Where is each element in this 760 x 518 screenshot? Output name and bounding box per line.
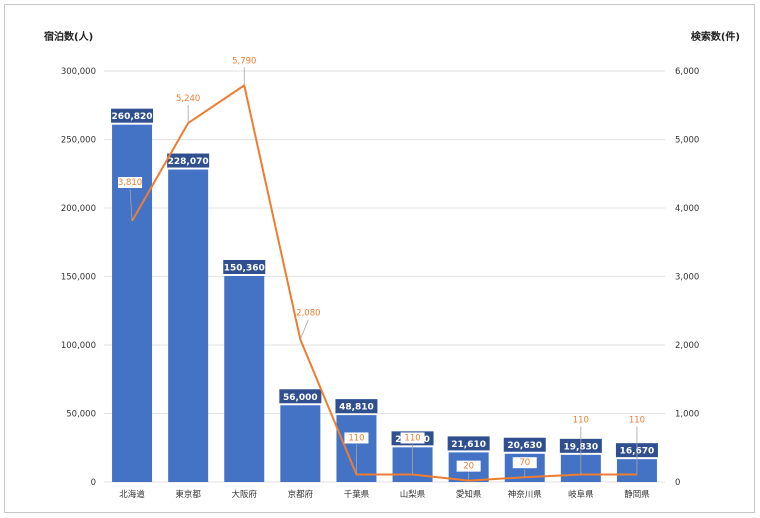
bar-label-box	[503, 437, 546, 452]
line-label-bg	[296, 307, 321, 319]
left-axis-title: 宿泊数(人)	[44, 30, 93, 43]
line-label-bg	[568, 414, 593, 426]
right-tick-label: 6,000	[675, 67, 699, 77]
bar-label: 260,820	[112, 112, 153, 122]
bar-label: 48,810	[339, 403, 374, 413]
category-label: 北海道	[119, 489, 145, 500]
bar-label: 56,000	[283, 393, 318, 403]
right-tick-label: 5,000	[675, 136, 699, 146]
left-axis-ticks: 0 50,000 100,000 150,000 200,000 250,000 300,0…	[61, 67, 96, 488]
bar-series: 260,820228,070150,36056,00048,81025,3002…	[111, 108, 658, 482]
line-label-bg	[344, 432, 369, 444]
category-label: 大阪府	[231, 489, 257, 500]
line-label: 110	[348, 433, 364, 443]
bar-label-box	[335, 399, 378, 414]
line-label: 110	[404, 433, 420, 443]
bar-label: 228,070	[168, 157, 209, 167]
left-tick-label: 250,000	[61, 136, 96, 146]
line-label-bg	[118, 177, 143, 189]
bar-label-box	[447, 436, 490, 451]
bar-label: 20,630	[507, 441, 542, 451]
right-axis-ticks: 0 1,000 2,000 3,000 4,000 5,000 6,000	[675, 67, 699, 488]
bar-label-box	[223, 260, 266, 275]
line-label-bg	[456, 460, 481, 472]
category-label: 岐阜県	[568, 489, 594, 500]
right-tick-label: 4,000	[675, 204, 699, 214]
category-label: 愛知県	[456, 489, 482, 500]
category-label: 静岡県	[624, 489, 650, 500]
right-tick-label: 0	[675, 478, 680, 488]
bar	[224, 276, 265, 482]
line-label: 70	[519, 458, 530, 468]
line-label-bg	[624, 414, 649, 426]
line-label-bg	[176, 93, 201, 105]
line-label: 20	[463, 462, 474, 472]
left-tick-label: 0	[91, 478, 96, 488]
category-label: 京都府	[288, 489, 314, 500]
leader-line	[129, 188, 133, 222]
left-tick-label: 200,000	[61, 204, 96, 214]
line-label: 3,810	[118, 178, 142, 188]
bar	[168, 169, 209, 482]
leader-line	[299, 319, 309, 340]
bar-label: 21,610	[451, 440, 486, 450]
left-tick-label: 100,000	[61, 341, 96, 351]
line-label-bg	[512, 457, 537, 469]
line-label: 5,240	[176, 94, 200, 104]
left-tick-label: 300,000	[61, 67, 96, 77]
line-label: 5,790	[232, 56, 256, 66]
bar-label-box	[167, 153, 210, 168]
line-label: 2,080	[296, 309, 320, 319]
bar	[280, 405, 321, 482]
line-path	[131, 84, 637, 482]
category-label: 神奈川県	[508, 489, 543, 500]
category-label: 千葉県	[344, 489, 370, 500]
right-tick-label: 1,000	[675, 410, 699, 420]
category-labels: 北海道 東京都 大阪府 京都府 千葉県 山梨県 愛知県 神奈川県 岐阜県 静岡県	[119, 489, 650, 500]
line-series: 3,810 5,240 5,790 2,080 110 110 20 70 110 110	[118, 55, 649, 482]
right-axis-title: 検索数(件)	[691, 30, 740, 43]
right-tick-label: 2,000	[675, 341, 699, 351]
line-label-bg	[232, 55, 257, 67]
category-label: 東京都	[175, 489, 201, 500]
line-label: 110	[573, 415, 589, 425]
right-tick-label: 3,000	[675, 273, 699, 283]
bar-label: 150,360	[224, 264, 265, 274]
bar-label-box	[279, 389, 322, 404]
left-tick-label: 50,000	[66, 410, 96, 420]
bar-label-box	[111, 108, 154, 123]
left-tick-label: 150,000	[61, 273, 96, 283]
category-label: 山梨県	[400, 489, 426, 500]
line-label: 110	[629, 415, 645, 425]
line-label-bg	[400, 432, 425, 444]
